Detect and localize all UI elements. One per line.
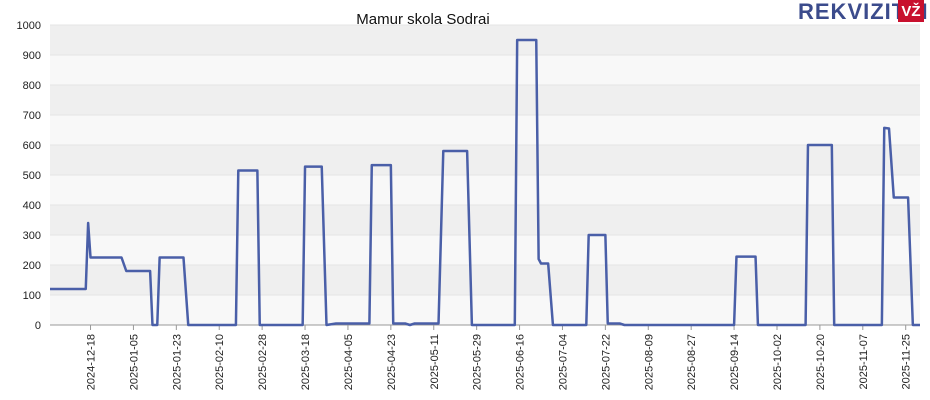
x-tick-label: 2025-03-18	[300, 334, 312, 390]
chart-title: Mamur skola Sodrai	[356, 11, 489, 28]
x-tick-label: 2025-07-04	[557, 334, 569, 390]
grid-band	[50, 55, 920, 85]
y-tick-label: 1000	[17, 20, 41, 32]
grid-band	[50, 145, 920, 175]
x-tick-label: 2025-05-29	[472, 334, 484, 390]
x-tick-label: 2025-10-02	[772, 334, 784, 390]
plot-background	[50, 25, 920, 325]
x-tick-label: 2025-02-10	[214, 334, 226, 390]
brand-badge-box	[898, 0, 924, 22]
data-line	[50, 38, 920, 327]
x-tick-label: 2025-09-14	[729, 334, 741, 390]
x-tick-label: 2025-04-23	[386, 334, 398, 390]
y-tick-label: 900	[23, 50, 41, 62]
x-tick-label: 2024-12-18	[86, 334, 98, 390]
x-tick-label: 2025-07-22	[600, 334, 612, 390]
grid-band	[50, 235, 920, 265]
x-tick-label: 2025-11-07	[858, 334, 870, 389]
y-tick-label: 700	[23, 110, 41, 122]
grid-band	[50, 85, 920, 115]
y-tick-label: 500	[23, 170, 41, 182]
y-tick-label: 100	[23, 290, 41, 302]
grid-band	[50, 25, 920, 55]
x-tick-label: 2025-04-05	[343, 334, 355, 390]
brand-badge: VŽ	[901, 2, 920, 20]
grid-band	[50, 115, 920, 145]
x-tick-label: 2025-10-20	[815, 334, 827, 390]
y-tick-label: 300	[23, 230, 41, 242]
y-tick-label: 200	[23, 260, 41, 272]
grid-band	[50, 205, 920, 235]
x-tick-label: 2025-08-27	[686, 334, 698, 390]
grid-band	[50, 175, 920, 205]
y-tick-label: 800	[23, 80, 41, 92]
y-tick-label: 400	[23, 200, 41, 212]
x-tick-label: 2025-06-16	[515, 334, 527, 390]
x-tick-label: 2025-01-23	[171, 334, 183, 390]
y-tick-label: 0	[35, 320, 41, 332]
x-tick-label: 2025-01-05	[128, 334, 140, 390]
x-tick-label: 2025-05-11	[429, 334, 441, 389]
grid-band	[50, 265, 920, 295]
x-tick-label: 2025-02-28	[257, 334, 269, 390]
x-tick-label: 2025-11-25	[901, 334, 913, 389]
grid-band	[50, 295, 920, 325]
x-tick-label: 2025-08-09	[643, 334, 655, 390]
y-tick-label: 600	[23, 140, 41, 152]
